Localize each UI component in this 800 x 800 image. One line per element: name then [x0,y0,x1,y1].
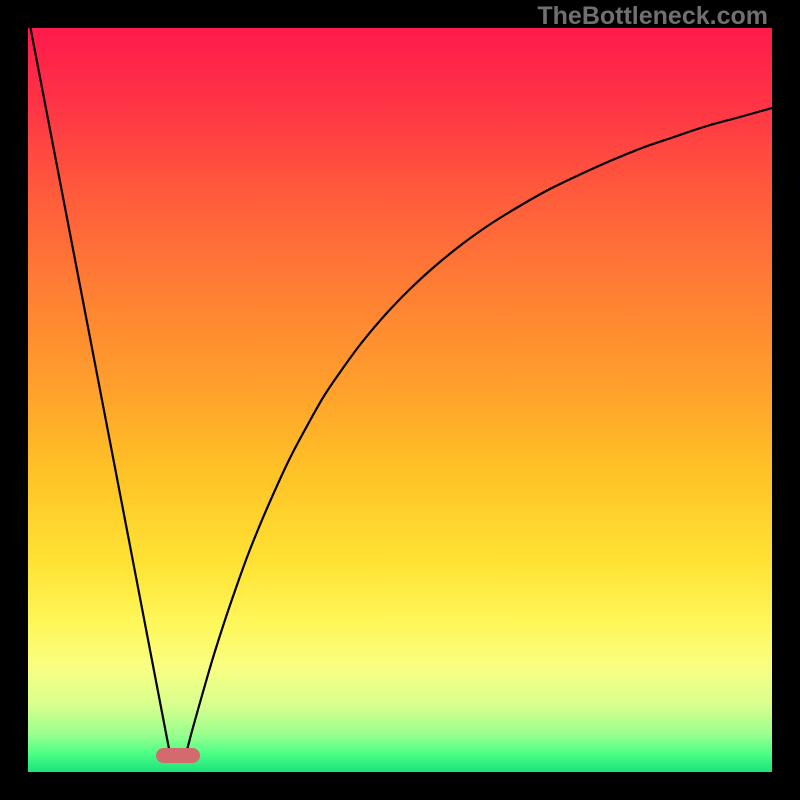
curve-layer [0,0,800,800]
curve-right-branch [186,108,772,754]
chart-frame: TheBottleneck.com [0,0,800,800]
curve-left-branch [28,15,170,754]
min-marker [156,748,200,763]
watermark-text: TheBottleneck.com [537,2,768,31]
